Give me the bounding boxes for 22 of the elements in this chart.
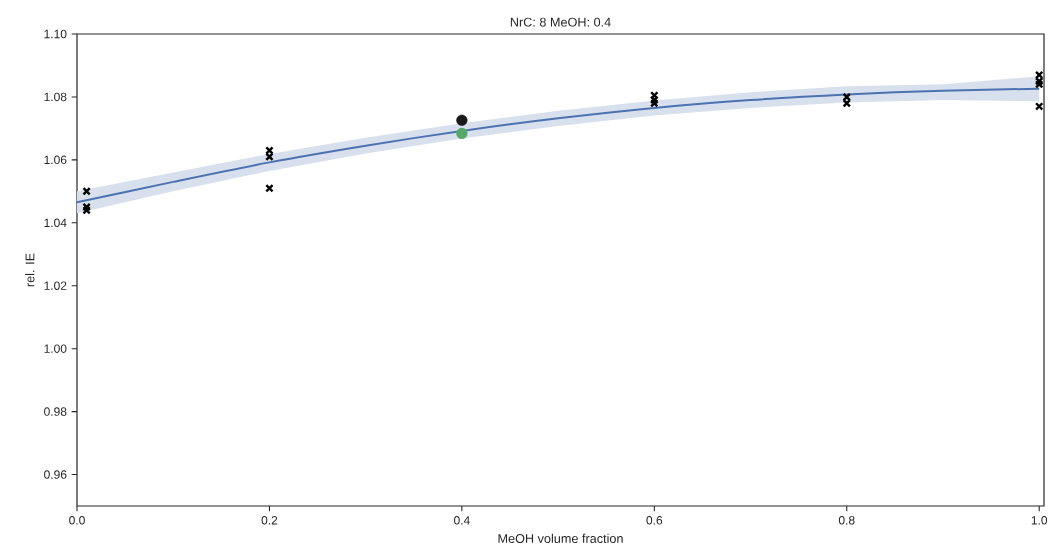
y-tick-label: 0.96 (44, 470, 67, 479)
y-tick-label: 0.98 (44, 407, 67, 416)
y-tick-label: 1.08 (44, 92, 67, 102)
x-tick-label: 0.6 (646, 516, 663, 525)
x-axis-title: MeOH volume fraction (498, 533, 623, 543)
point (1034, 102, 1044, 111)
x-tick-label: 0.2 (261, 516, 278, 525)
y-tick-label: 1.06 (44, 155, 67, 165)
x-tick-label: 1.0 (1031, 516, 1048, 525)
y-axis-title: rel. IE (25, 253, 35, 287)
x-tick-label: 0.8 (838, 516, 855, 525)
line-series (76, 87, 1041, 204)
point (456, 127, 468, 140)
x-tick-label: 0.4 (454, 516, 470, 525)
point (1034, 80, 1044, 89)
point (456, 114, 468, 126)
y-tick-label: 1.04 (44, 218, 67, 228)
x-tick-label: 0.0 (69, 516, 85, 525)
y-tick-label: 1.02 (44, 281, 67, 290)
y-tick-label: 1.00 (44, 344, 67, 353)
chart-title: NrC: 8 MeOH: 0.4 (510, 17, 611, 27)
y-tick-label: 1.10 (44, 29, 67, 39)
